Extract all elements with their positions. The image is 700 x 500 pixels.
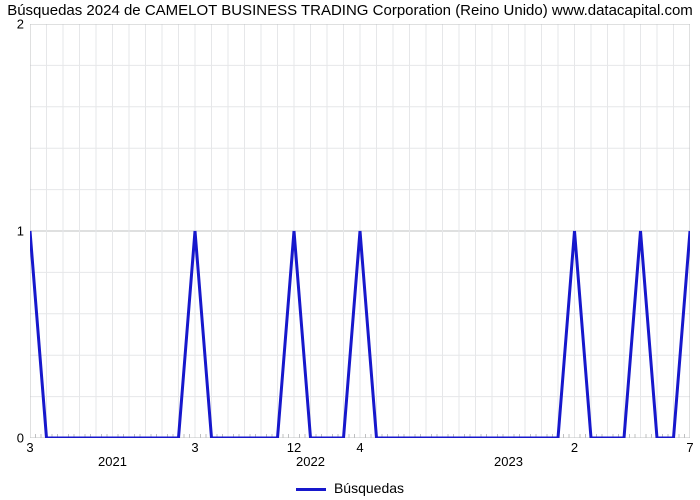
x-value-label: 3 — [191, 440, 198, 455]
x-value-label: 12 — [287, 440, 301, 455]
plot-area — [30, 24, 690, 438]
y-tick-label: 0 — [17, 431, 24, 446]
chart-container: Búsquedas 2024 de CAMELOT BUSINESS TRADI… — [0, 0, 700, 500]
y-tick-label: 2 — [17, 17, 24, 32]
x-year-label: 2022 — [296, 454, 325, 469]
x-value-label: 2 — [571, 440, 578, 455]
x-value-label: 7 — [686, 440, 693, 455]
legend-label: Búsquedas — [334, 480, 404, 496]
legend: Búsquedas — [0, 480, 700, 496]
x-value-label: 3 — [26, 440, 33, 455]
chart-title: Búsquedas 2024 de CAMELOT BUSINESS TRADI… — [0, 2, 700, 19]
x-year-label: 2023 — [494, 454, 523, 469]
chart-svg — [30, 24, 690, 438]
x-year-label: 2021 — [98, 454, 127, 469]
x-value-label: 4 — [356, 440, 363, 455]
legend-swatch — [296, 488, 326, 491]
y-tick-label: 1 — [17, 224, 24, 239]
